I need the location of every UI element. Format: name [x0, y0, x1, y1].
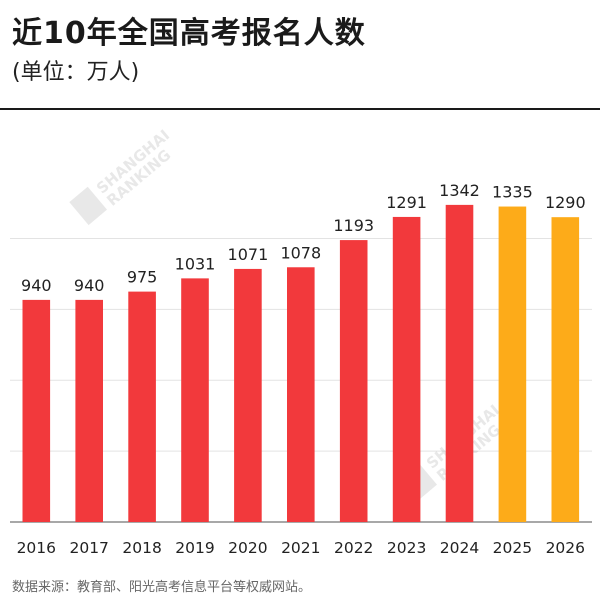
bar-2017: [75, 299, 103, 522]
value-label-2019: 1031: [175, 254, 216, 273]
bar-2026: [551, 217, 580, 522]
value-label-2020: 1071: [228, 245, 269, 264]
value-label-2025: 1335: [492, 183, 533, 202]
bar-2018: [128, 291, 156, 522]
data-source-note: 数据来源：教育部、阳光高考信息平台等权威网站。: [12, 580, 312, 595]
value-labels: 940 940 975 1031 1071 1078 1193 1291 1342 1335 129…: [21, 181, 586, 295]
value-label-2017: 940: [74, 276, 105, 295]
value-label-2016: 940: [21, 276, 52, 295]
tick-label-2016: 2016: [17, 539, 56, 557]
tick-label-2019: 2019: [175, 539, 214, 557]
bar-2019: [181, 278, 209, 522]
bar-2023: [392, 216, 421, 522]
tick-label-2026: 2026: [546, 539, 585, 557]
bar-2024: [445, 204, 474, 522]
bar-2021: [287, 267, 315, 522]
header-divider: [0, 108, 600, 110]
value-label-2018: 975: [127, 268, 158, 287]
x-axis-tick-labels: 2016 2017 2018 2019 2020 2021 2022 2023 2024 2025…: [17, 539, 585, 557]
value-label-2022: 1193: [333, 216, 374, 235]
value-label-2021: 1078: [280, 243, 321, 262]
chart-subtitle: (单位：万人): [12, 60, 140, 85]
bar-2022: [339, 240, 368, 522]
tick-label-2024: 2024: [440, 539, 479, 557]
bar-2016: [22, 299, 51, 522]
bar-2020: [234, 268, 262, 522]
tick-label-2017: 2017: [69, 539, 108, 557]
value-label-2024: 1342: [439, 181, 480, 200]
watermark-logo-icon: [69, 186, 107, 226]
tick-label-2021: 2021: [281, 539, 320, 557]
tick-label-2025: 2025: [493, 539, 532, 557]
bar-chart: SHANGHAIRANKINGSHANGHAIRANKING 940940975…: [10, 126, 592, 557]
tick-label-2018: 2018: [122, 539, 161, 557]
tick-label-2022: 2022: [334, 539, 373, 557]
bars: [22, 204, 580, 522]
value-label-2026: 1290: [545, 193, 586, 212]
tick-label-2023: 2023: [387, 539, 426, 557]
bar-2025: [498, 206, 527, 522]
chart-title: 近10年全国高考报名人数: [12, 16, 366, 51]
value-label-2023: 1291: [386, 193, 427, 212]
tick-label-2020: 2020: [228, 539, 267, 557]
